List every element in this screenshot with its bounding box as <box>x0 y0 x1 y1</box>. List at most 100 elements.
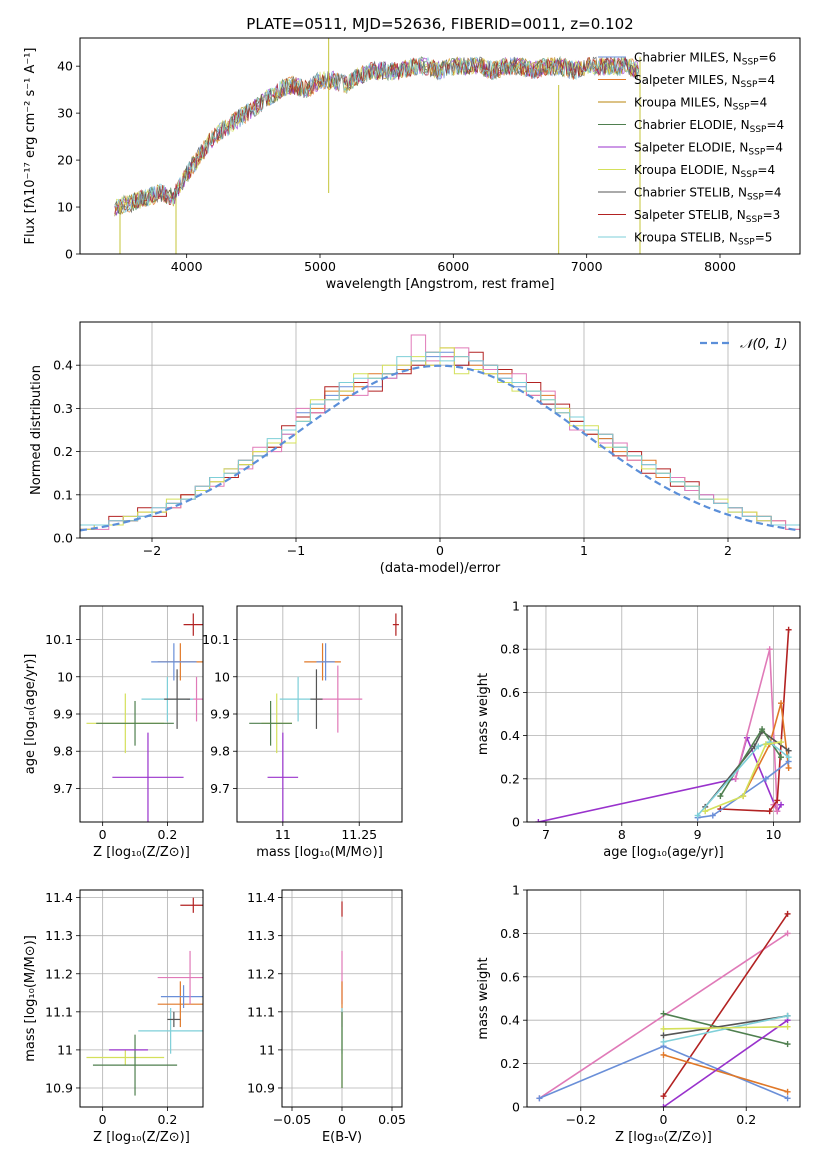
x-tick-label: 7000 <box>571 259 603 274</box>
y-tick-label: 11.2 <box>247 966 275 981</box>
weight-line <box>662 913 789 1097</box>
errorbar-point <box>160 985 203 1009</box>
chart-age-vs-Z: 0 0.2 9.7 9.8 9.9 10 10.1 Z [log₁₀(Z/Z⊙)] age [l… <box>23 605 204 860</box>
legend-entry: Salpeter ELODIE, NSSP=4 <box>598 141 783 158</box>
data-marker <box>778 700 785 707</box>
y-tick-label: 11.1 <box>45 1004 73 1019</box>
x-tick-label: 2 <box>724 543 732 558</box>
x-tick-label: −2 <box>143 543 161 558</box>
y-tick-label: 9.7 <box>210 781 230 796</box>
errorbar-point <box>180 897 203 913</box>
plot-area <box>86 897 203 1096</box>
data-marker <box>784 1041 791 1048</box>
data-marker <box>660 1038 667 1045</box>
x-tick-label: −0.05 <box>273 1112 311 1127</box>
data-marker <box>702 808 709 815</box>
data-marker <box>785 747 792 754</box>
y-tick-label: 40 <box>57 59 73 74</box>
errorbar-point <box>310 669 323 729</box>
x-axis-label: wavelength [Angstrom, rest frame] <box>326 277 555 292</box>
y-tick-label: 10.9 <box>247 1080 275 1095</box>
x-tick-label: −1 <box>287 543 305 558</box>
y-tick-label: 1 <box>512 883 520 898</box>
x-axis-label: age [log₁₀(age/yr)] <box>603 845 724 860</box>
legend-label: Kroupa STELIB, NSSP=5 <box>634 231 772 248</box>
errorbar-point <box>183 613 203 636</box>
x-tick-label: 7 <box>542 827 550 842</box>
legend-entry: Salpeter STELIB, NSSP=3 <box>598 208 780 225</box>
x-tick-label: 0 <box>436 543 444 558</box>
y-tick-label: 0.4 <box>500 728 520 743</box>
legend-label: 𝒩(0, 1) <box>740 337 787 352</box>
chart-mass-vs-ebv: −0.05 0 0.05 10.9 11 11.1 11.2 11.3 11.4 E(B-V) <box>247 889 406 1145</box>
x-tick-label: 4000 <box>171 259 203 274</box>
legend-entry: Kroupa MILES, NSSP=4 <box>598 96 767 113</box>
y-tick-label: 0 <box>512 1100 520 1115</box>
x-axis-label: mass [log₁₀(M/M⊙)] <box>256 845 383 860</box>
axes-frame <box>79 889 204 1108</box>
plot-area <box>80 334 800 538</box>
figure-title: PLATE=0511, MJD=52636, FIBERID=0011, z=0… <box>246 15 633 33</box>
data-marker <box>784 1012 791 1019</box>
weight-line <box>734 648 779 812</box>
weight-line <box>663 1015 788 1043</box>
histogram-series <box>80 351 800 538</box>
plot-area <box>86 613 203 822</box>
data-marker <box>660 1093 667 1100</box>
chart-weight-vs-Z: −0.2 0 0.2 0 0.2 0.4 0.6 0.8 1 Z [log₁₀(Z/Z⊙)] mas… <box>476 883 801 1145</box>
x-tick-label: 0.05 <box>378 1112 406 1127</box>
weight-line <box>663 1054 788 1093</box>
spectrum-line <box>114 56 640 213</box>
y-tick-label: 20 <box>57 153 73 168</box>
data-marker <box>709 812 716 819</box>
data-marker <box>784 1095 791 1102</box>
errorbar-point <box>112 732 184 822</box>
errorbar-point <box>267 732 299 822</box>
weight-line <box>742 702 790 797</box>
weight-line <box>720 629 790 813</box>
y-tick-label: 0.0 <box>53 531 73 546</box>
data-marker <box>717 793 724 800</box>
x-tick-label: 0.2 <box>157 1112 177 1127</box>
data-marker <box>785 626 792 633</box>
spectrum-line <box>114 56 640 216</box>
y-tick-label: 9.9 <box>53 707 73 722</box>
errorbar-point <box>151 643 197 681</box>
y-tick-label: 11.1 <box>247 1004 275 1019</box>
y-tick-label: 0 <box>65 247 73 262</box>
errorbar-point <box>96 700 174 746</box>
x-axis-label: Z [log₁₀(Z/Z⊙)] <box>93 1130 190 1145</box>
data-marker <box>694 812 701 819</box>
legend-histogram: 𝒩(0, 1) <box>700 337 787 352</box>
y-tick-label: 9.7 <box>53 781 73 796</box>
legend-entry: Kroupa ELODIE, NSSP=4 <box>598 163 775 180</box>
spectrum-line <box>114 56 640 215</box>
y-tick-label: 0.2 <box>500 1056 520 1071</box>
y-tick-label: 10.1 <box>45 632 73 647</box>
data-marker <box>660 1104 667 1107</box>
y-tick-label: 0.3 <box>53 401 73 416</box>
spectrum-line <box>114 55 640 216</box>
data-marker <box>778 754 785 761</box>
y-tick-label: 10 <box>57 669 73 684</box>
data-marker <box>660 1032 667 1039</box>
data-marker <box>784 1088 791 1095</box>
data-marker <box>784 910 791 917</box>
legend-label: Chabrier MILES, NSSP=6 <box>634 51 776 68</box>
data-marker <box>740 793 747 800</box>
y-tick-label: 11 <box>57 1042 73 1057</box>
y-tick-label: 0.6 <box>500 969 520 984</box>
data-marker <box>778 739 785 746</box>
y-tick-label: 0.2 <box>500 771 520 786</box>
plot-area <box>535 626 792 822</box>
weight-line <box>663 1015 788 1037</box>
x-tick-label: 0 <box>338 1112 346 1127</box>
plot-area <box>536 910 791 1107</box>
y-tick-label: 11.4 <box>45 890 73 905</box>
errorbar-point <box>157 950 203 1005</box>
data-marker <box>660 1010 667 1017</box>
weight-line <box>663 1019 789 1107</box>
spectrum-line <box>114 56 640 217</box>
errorbar-point <box>249 700 292 746</box>
legend-entry: Chabrier MILES, NSSP=6 <box>598 51 776 68</box>
